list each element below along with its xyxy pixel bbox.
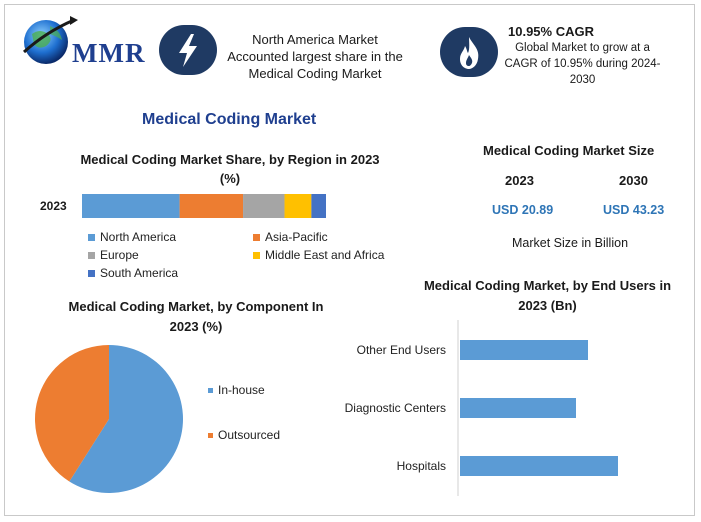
end-users-category-label: Hospitals — [397, 459, 446, 473]
region-segment-asia-pacific — [179, 194, 244, 218]
legend-swatch — [253, 252, 260, 260]
region-segment-south-america — [311, 194, 326, 218]
legend-europe: Europe — [88, 248, 139, 262]
region-chart-title: Medical Coding Market Share, by Region i… — [80, 152, 380, 186]
end-users-bar-diagnostic-centers — [460, 398, 576, 418]
logo-text: MMR — [72, 38, 146, 68]
legend-middle-east-africa: Middle East and Africa — [253, 248, 384, 262]
legend-asia-pacific: Asia-Pacific — [253, 230, 328, 244]
pie-slice-in-house — [69, 345, 183, 493]
legend-label: South America — [100, 266, 179, 280]
main-title: Medical Coding Market — [142, 111, 317, 128]
legend-swatch — [208, 433, 213, 439]
region-category-label: 2023 — [40, 199, 67, 213]
region-segment-north-america — [82, 194, 180, 218]
flame-icon — [460, 37, 479, 69]
legend-south-america: South America — [88, 266, 178, 280]
globe-icon — [22, 16, 78, 64]
size-year-2023: 2023 — [505, 173, 534, 188]
component-pie — [34, 345, 183, 493]
infographic-frame — [4, 4, 695, 516]
cagr-text: Global Market to grow at a CAGR of 10.95… — [504, 42, 661, 86]
pie-slice-outsourced — [34, 345, 109, 482]
end-users-bar-chart: Other End Users Diagnostic Centers Hospita… — [345, 320, 618, 496]
legend-swatch — [88, 252, 95, 260]
legend-in-house: In-house — [208, 383, 265, 397]
end-users-category-label: Diagnostic Centers — [345, 401, 446, 415]
cagr-title: 10.95% CAGR — [508, 24, 594, 39]
legend-label: Europe — [100, 248, 139, 262]
legend-label: Outsourced — [218, 428, 281, 442]
end-users-category-label: Other End Users — [357, 343, 446, 357]
legend-north-america: North America — [88, 230, 176, 244]
size-value-2030: USD 43.23 — [603, 203, 665, 217]
legend-label: In-house — [218, 383, 265, 397]
end-users-bar-other-end-users — [460, 340, 588, 360]
size-panel-title: Medical Coding Market Size — [483, 143, 655, 158]
lightning-icon — [179, 34, 197, 67]
lightning-icon-badge — [159, 25, 217, 75]
region-segment-middle-east-and-africa — [284, 194, 312, 218]
legend-swatch — [253, 234, 260, 242]
legend-label: Asia-Pacific — [265, 230, 328, 244]
legend-swatch — [208, 388, 213, 394]
size-year-2030: 2030 — [619, 173, 648, 188]
legend-label: Middle East and Africa — [265, 248, 385, 262]
legend-outsourced: Outsourced — [208, 428, 280, 442]
component-chart-title: Medical Coding Market, by Component In 2… — [68, 299, 324, 334]
info-north-america: North America Market Accounted largest s… — [227, 32, 403, 81]
legend-swatch — [88, 270, 95, 278]
legend-swatch — [88, 234, 95, 242]
size-note: Market Size in Billion — [512, 236, 629, 250]
region-segment-europe — [243, 194, 285, 218]
end-users-bar-hospitals — [460, 456, 618, 476]
flame-icon-badge — [440, 27, 498, 77]
end-users-chart-title: Medical Coding Market, by End Users in 2… — [423, 278, 672, 313]
size-value-2023: USD 20.89 — [492, 203, 554, 217]
region-stacked-bar — [82, 194, 326, 218]
legend-label: North America — [100, 230, 177, 244]
